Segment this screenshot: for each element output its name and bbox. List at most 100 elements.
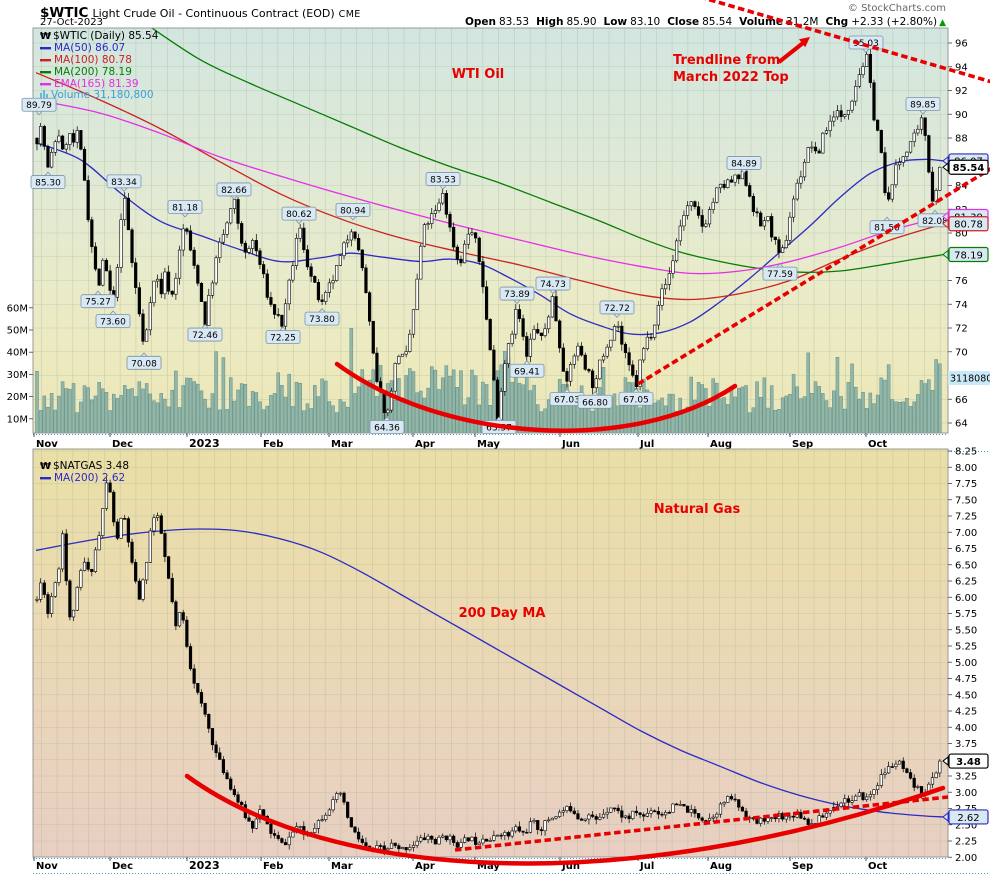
price-callout-text: 77.59 (767, 270, 793, 280)
legend-line-swatch-icon (40, 47, 51, 50)
volume-axis-tick-label: 40M (7, 348, 28, 359)
legend-label: MA(50) 86.07 (54, 42, 125, 54)
quote-summary-row: Open 83.53 High 85.90 Low 83.10 Close 85.54 Volu… (465, 16, 946, 28)
month-label: Oct (868, 439, 887, 450)
month-label: Sep (792, 861, 813, 872)
wtic-price-axis: 9694929088868482807876747270686664 (948, 39, 968, 430)
instrument-name: Light Crude Oil - Continuous Contract (E… (92, 7, 335, 20)
price-callout-text: 81.18 (172, 203, 198, 213)
month-label: Dec (112, 861, 133, 872)
price-callout-box (126, 355, 162, 370)
wtic-chart: Nov Dec 2023 Feb Mar Apr May Jun Jul Aug Sep Oct 96 9… (7, 0, 990, 452)
price-callout-box (577, 394, 613, 409)
price-callout-text: 82.08 (922, 217, 948, 227)
natgas-plot-background (33, 449, 948, 857)
copyright-notice: © StockCharts.com (847, 3, 946, 14)
month-label: Jul (639, 861, 654, 872)
volume-value-text: 31180800 (950, 374, 990, 385)
volume-axis-tick-label: 30M (7, 370, 28, 381)
price-callout-text: 72.25 (270, 334, 296, 344)
natgas-gridlines (33, 449, 948, 857)
red-trend-curve (334, 361, 738, 433)
month-label: 2023 (189, 859, 220, 872)
low-value: 83.10 (630, 16, 661, 28)
month-label: May (477, 861, 500, 872)
wtic-candlestick-series (35, 48, 942, 433)
price-callout-text: 72.46 (192, 331, 218, 341)
price-callout-box (848, 35, 884, 50)
red-trend-curve (184, 773, 946, 866)
legend-label: EMA(165) 81.39 (54, 78, 139, 90)
price-callout-text: 73.89 (504, 290, 530, 300)
price-callout-text: 67.03 (554, 396, 580, 406)
y-axis-tick-label: 4.50 (955, 690, 977, 701)
last-price-box: 2.62 (942, 809, 989, 825)
last-price-box: 80.78 (942, 216, 989, 232)
month-label: Oct (868, 861, 887, 872)
red-arrow-head-icon (799, 37, 810, 48)
y-axis-tick-label: 6.50 (955, 560, 977, 571)
y-axis-tick-label: 88 (955, 134, 968, 145)
y-axis-tick-label: 7.25 (955, 512, 977, 523)
price-callout-box (21, 97, 57, 112)
wtic-ma200-line (150, 28, 945, 273)
y-axis-tick-label: 80 (955, 229, 968, 240)
wtic-price-callouts: 89.79 85.30 75.27 73.60 83.34 70.08 81.18 72.46… (21, 35, 953, 434)
price-callout-text: 83.34 (111, 178, 137, 188)
y-axis-tick-label: 2.25 (955, 837, 977, 848)
ticker-symbol: $WTIC (40, 5, 89, 21)
y-axis-tick-label: 90 (955, 110, 968, 121)
y-axis-tick-label: 84 (955, 181, 968, 192)
y-axis-tick-label: 7.75 (955, 479, 977, 490)
price-callout-text: 74.73 (540, 280, 566, 290)
month-label: Nov (36, 861, 58, 872)
price-callout-text: 80.62 (286, 210, 312, 220)
month-label: Aug (710, 439, 732, 450)
y-axis-tick-label: 76 (955, 276, 968, 287)
price-callout-text: 89.85 (910, 101, 936, 111)
red-dotted-trendline (704, 0, 990, 84)
y-axis-tick-label: 7.00 (955, 528, 977, 539)
low-label: Low (603, 16, 628, 28)
price-callout-box (30, 175, 66, 189)
price-callout-box (618, 391, 654, 406)
header-title-row: $WTIC Light Crude Oil - Continuous Contra… (40, 2, 361, 21)
price-callout-text: 85.30 (35, 179, 61, 189)
month-label: 2023 (189, 437, 220, 450)
month-label: Nov (36, 439, 58, 450)
wtic-red-annotations: WTI Oil Trendline from March 2022 Top (334, 0, 990, 433)
wtic-gridlines (33, 28, 948, 433)
month-label: Dec (112, 439, 133, 450)
last-price-box: 3.48 (942, 753, 989, 769)
legend-label: Volume 31,180,800 (51, 89, 154, 101)
price-callout-text: 67.05 (623, 395, 649, 405)
price-callout-box (762, 266, 798, 281)
month-label: Mar (331, 861, 353, 872)
red-annotation-text: Trendline from (673, 53, 780, 68)
y-axis-tick-label: 70 (955, 347, 968, 358)
volume-axis-tick-label: 50M (7, 326, 28, 337)
volume-value: 31.2M (786, 16, 819, 28)
price-callout-text: 69.41 (514, 367, 540, 377)
y-axis-tick-label: 6.25 (955, 577, 977, 588)
red-annotation-text: March 2022 Top (673, 70, 789, 85)
natgas-date-axis: Nov Dec 2023 Feb Mar Apr May Jun Jul Aug Sep Oct (33, 857, 988, 874)
volume-value-box (948, 371, 990, 385)
y-axis-tick-label: 2.50 (955, 820, 977, 831)
price-callout-text: 83.53 (430, 176, 456, 186)
price-callout-text: 89.79 (26, 101, 52, 111)
svg-text:78.19: 78.19 (954, 250, 983, 261)
price-callout-box (265, 330, 301, 344)
month-label: Apr (415, 861, 435, 872)
y-axis-tick-label: 5.50 (955, 625, 977, 636)
price-callout-box (167, 200, 203, 214)
wtic-ma50-line (35, 142, 945, 336)
legend-line-swatch-icon (40, 83, 51, 86)
legend-line-swatch-icon (40, 477, 51, 480)
month-label: May (477, 439, 500, 450)
y-axis-tick-label: 4.00 (955, 723, 977, 734)
natgas-red-annotations: Natural Gas 200 Day MA (184, 502, 949, 866)
price-callout-text: 81.50 (874, 224, 900, 234)
